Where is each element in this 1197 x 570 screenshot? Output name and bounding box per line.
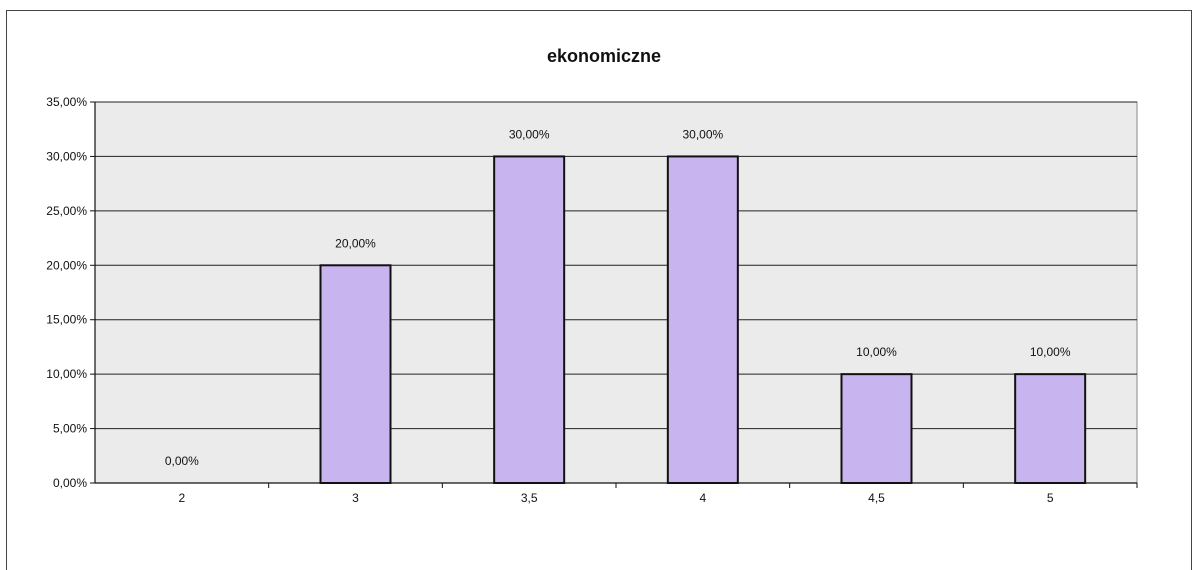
data-labels: 0,00% 20,00% 30,00% 30,00% 10,00% 10,00% [165,127,1071,468]
data-label: 20,00% [335,236,376,250]
x-tick-label: 2 [178,491,185,505]
y-tick-label: 5,00% [53,422,87,436]
bar [666,155,739,485]
bar [493,155,566,485]
x-tick-label: 5 [1047,491,1054,505]
data-label: 10,00% [1030,345,1071,359]
data-label: 30,00% [682,127,723,141]
y-tick-label: 35,00% [46,95,87,109]
y-tick-label: 30,00% [46,149,87,163]
y-tick-label: 25,00% [46,204,87,218]
bar [1014,373,1087,484]
y-tick-label: 20,00% [46,258,87,272]
y-axis: 0,00% 5,00% 10,00% 15,00% 20,00% 25,00% 30,00%… [46,95,96,490]
x-axis: 2 3 3,5 4 4,5 5 [95,482,1138,505]
x-tick-label: 3 [352,491,359,505]
data-label: 30,00% [509,127,550,141]
x-tick-label: 3,5 [521,491,538,505]
gridlines [95,101,1137,430]
y-tick-label: 10,00% [46,367,87,381]
chart-frame [6,10,1192,570]
data-label: 10,00% [856,345,897,359]
plot-area [94,101,1138,484]
y-tick-label: 0,00% [53,476,87,490]
x-tick-label: 4 [699,491,706,505]
bar [840,373,913,484]
data-label: 0,00% [165,454,199,468]
bar [319,264,392,484]
x-tick-label: 4,5 [868,491,885,505]
chart-title: ekonomiczne [547,46,661,66]
y-tick-label: 15,00% [46,313,87,327]
bars [319,155,1087,485]
